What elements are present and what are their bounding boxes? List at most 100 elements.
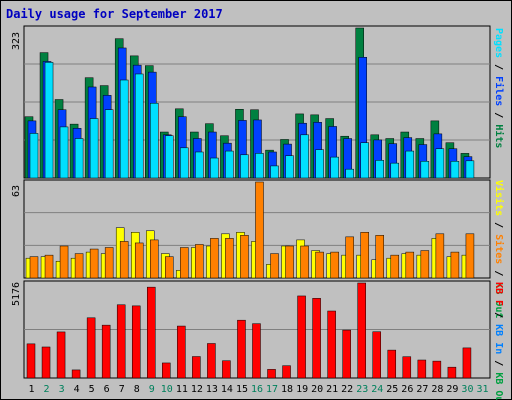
x-tick-label-day-24: 24 <box>371 384 383 395</box>
bar-sites-day-15 <box>240 235 249 279</box>
x-tick-label-day-13: 13 <box>206 384 218 395</box>
bar-pages-day-11 <box>180 147 189 179</box>
bar-pages-day-9 <box>150 102 159 179</box>
bar-kbf-day-23 <box>357 282 366 379</box>
legend-part: Pages <box>493 28 504 58</box>
bar-kbf-day-30 <box>462 347 472 379</box>
bar-kbf-day-17 <box>267 369 276 379</box>
bar-kbf-day-26 <box>402 356 412 379</box>
legend-part: Visits <box>493 180 505 216</box>
bar-sites-day-26 <box>405 251 415 279</box>
legend-part: / <box>493 264 504 282</box>
bar-pages-day-16 <box>255 153 264 179</box>
legend-part: KB In <box>493 324 504 354</box>
bar-sites-day-23 <box>360 232 369 279</box>
legend-part: / <box>493 58 504 76</box>
legend-part: / <box>493 306 504 324</box>
bar-kbf-day-28 <box>432 360 442 379</box>
x-tick-label-day-11: 11 <box>176 384 188 395</box>
bar-kbf-day-2 <box>41 346 51 379</box>
bar-kbf-day-7 <box>116 304 126 379</box>
legend-part: Sites <box>493 234 505 264</box>
x-tick-label-day-21: 21 <box>326 384 338 395</box>
x-tick-label-day-31: 31 <box>476 384 488 395</box>
legend-part: / <box>493 216 504 234</box>
bar-kbf-day-1 <box>26 343 36 379</box>
bar-kbf-day-15 <box>237 319 246 379</box>
bar-pages-day-12 <box>195 151 204 179</box>
bar-pages-day-14 <box>225 150 234 179</box>
chart-title: Daily usage for September 2017 <box>6 7 223 21</box>
bar-pages-day-18 <box>285 155 294 179</box>
bar-sites-day-2 <box>44 254 54 279</box>
bar-sites-day-13 <box>210 238 219 279</box>
bar-sites-day-5 <box>89 248 99 279</box>
bar-pages-day-10 <box>165 135 174 179</box>
bar-pages-day-4 <box>74 138 84 179</box>
bar-pages-day-28 <box>435 148 445 179</box>
bar-sites-day-28 <box>435 233 445 279</box>
bar-pages-day-24 <box>375 160 384 179</box>
bar-sites-day-21 <box>330 251 339 279</box>
x-tick-label-day-20: 20 <box>311 384 323 395</box>
bar-pages-day-26 <box>405 150 415 179</box>
bar-kbf-day-29 <box>447 366 457 379</box>
bar-sites-day-10 <box>165 256 174 279</box>
bar-kbf-day-16 <box>252 323 261 379</box>
bar-kbf-day-3 <box>56 331 66 379</box>
bar-sites-day-11 <box>180 247 189 279</box>
bar-kbf-day-10 <box>162 362 171 379</box>
legend-part: Files <box>493 76 505 106</box>
x-tick-label-day-12: 12 <box>191 384 203 395</box>
x-tick-label-day-18: 18 <box>281 384 293 395</box>
bar-pages-day-1 <box>29 133 39 179</box>
bar-sites-day-18 <box>285 245 294 279</box>
bar-kbf-day-25 <box>387 349 397 379</box>
bar-pages-day-19 <box>300 134 309 179</box>
bar-sites-day-1 <box>29 256 39 279</box>
x-tick-label-day-27: 27 <box>416 384 428 395</box>
x-tick-label-day-2: 2 <box>44 384 50 395</box>
bar-pages-day-30 <box>465 160 475 179</box>
x-tick-label-day-23: 23 <box>356 384 368 395</box>
bar-kbf-day-24 <box>372 331 381 379</box>
x-tick-label-day-4: 4 <box>74 384 80 395</box>
bar-sites-day-16 <box>255 181 264 279</box>
legend-part: KB Out <box>493 282 504 318</box>
bar-sites-day-3 <box>59 245 69 279</box>
bar-kbf-day-21 <box>327 310 336 379</box>
bar-pages-day-6 <box>104 109 114 179</box>
bar-pages-day-21 <box>330 156 339 179</box>
bar-pages-day-13 <box>210 157 219 179</box>
x-tick-label-day-6: 6 <box>104 384 110 395</box>
x-tick-label-day-16: 16 <box>251 384 263 395</box>
x-tick-label-day-7: 7 <box>119 384 125 395</box>
legend-part: Hits <box>493 124 505 148</box>
bar-pages-day-8 <box>134 73 144 179</box>
bar-kbf-day-6 <box>101 324 111 379</box>
bar-sites-day-14 <box>225 238 234 279</box>
bar-pages-day-20 <box>315 149 324 179</box>
bar-sites-day-4 <box>74 253 84 279</box>
x-tick-label-day-9: 9 <box>149 384 155 395</box>
bar-sites-day-19 <box>300 245 309 279</box>
bar-sites-day-29 <box>450 251 460 279</box>
x-tick-label-day-1: 1 <box>29 384 35 395</box>
x-tick-label-day-8: 8 <box>134 384 140 395</box>
bar-sites-day-8 <box>134 242 144 279</box>
bar-sites-day-6 <box>104 247 114 279</box>
bar-pages-day-27 <box>420 161 430 179</box>
bar-pages-day-15 <box>240 154 249 179</box>
legend-part: / <box>493 106 504 124</box>
bar-sites-day-12 <box>195 244 204 279</box>
x-tick-label-day-3: 3 <box>59 384 65 395</box>
bar-kbf-day-22 <box>342 329 351 379</box>
bar-kbf-day-11 <box>177 325 186 379</box>
x-tick-label-day-19: 19 <box>296 384 308 395</box>
bar-kbf-day-4 <box>71 369 81 379</box>
panel2-legend-label: Visits / Sites / KB Out <box>493 180 505 318</box>
x-tick-label-day-28: 28 <box>431 384 443 395</box>
bar-pages-day-5 <box>89 118 99 179</box>
x-tick-label-day-10: 10 <box>161 384 173 395</box>
bar-kbf-day-12 <box>192 356 201 379</box>
